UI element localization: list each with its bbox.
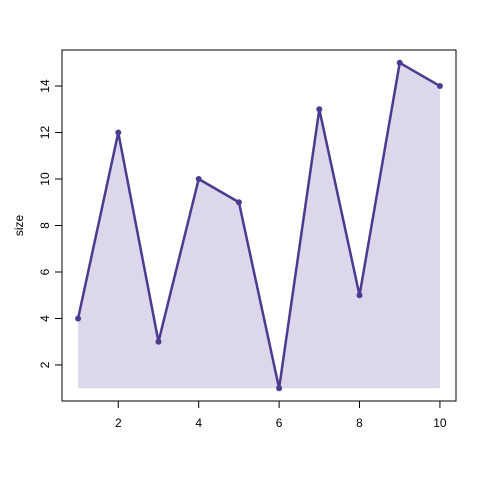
area-layer <box>78 62 440 389</box>
data-point <box>316 106 323 113</box>
x-tick-label: 2 <box>115 416 122 430</box>
x-tick-label: 10 <box>433 416 447 430</box>
y-axis-label: size <box>12 215 26 237</box>
y-tick-label: 4 <box>38 315 52 322</box>
data-point <box>155 338 162 345</box>
y-axis: 2 4 6 8 10 12 14 <box>38 79 63 368</box>
data-point <box>115 129 122 136</box>
data-point <box>276 385 283 392</box>
data-point <box>396 59 403 66</box>
data-point <box>235 199 242 206</box>
y-tick-label: 6 <box>38 268 52 275</box>
area-fill <box>78 62 440 389</box>
data-point <box>436 83 443 90</box>
series-line <box>76 61 441 390</box>
y-tick-label: 8 <box>38 222 52 229</box>
x-axis: 2 4 6 8 10 <box>115 400 447 430</box>
x-tick-label: 6 <box>276 416 283 430</box>
data-point <box>195 176 202 183</box>
y-tick-label: 12 <box>38 126 52 140</box>
data-point <box>356 292 363 299</box>
data-point <box>75 315 82 322</box>
x-tick-label: 4 <box>195 416 202 430</box>
line-layer <box>76 61 441 390</box>
y-tick-label: 10 <box>38 172 52 186</box>
y-tick-label: 14 <box>38 79 52 93</box>
points-layer <box>75 59 443 392</box>
x-tick-label: 8 <box>356 416 363 430</box>
y-tick-label: 2 <box>38 361 52 368</box>
